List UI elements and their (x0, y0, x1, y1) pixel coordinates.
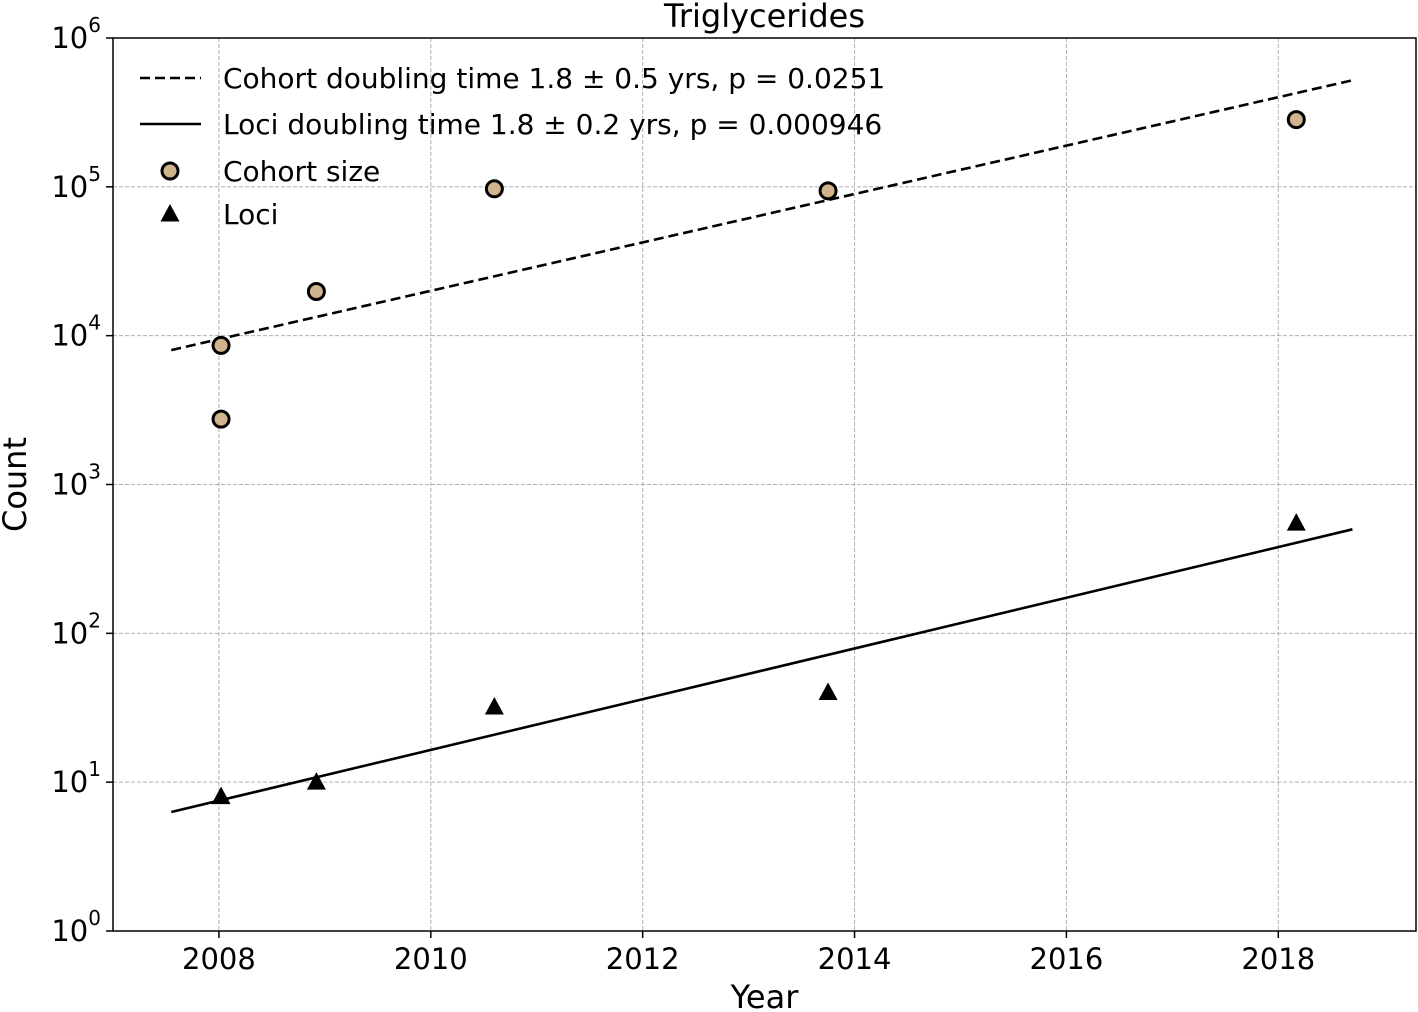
y-tick-label: 103 (51, 460, 101, 502)
legend-triangle-swatch (160, 204, 180, 222)
x-tick-label: 2016 (1030, 942, 1104, 976)
loci-point (818, 682, 838, 701)
loci-fit-line (170, 528, 1353, 814)
y-tick-base: 10 (51, 468, 88, 502)
y-tick-exponent: 0 (88, 906, 101, 930)
legend-label: Loci (223, 198, 278, 231)
legend-item: Loci (160, 198, 278, 231)
plot-series (170, 79, 1353, 814)
y-tick-exponent: 3 (88, 460, 101, 484)
y-tick-label: 106 (51, 13, 101, 55)
x-tick-label: 2018 (1241, 942, 1315, 976)
cohort-size-point (211, 409, 231, 429)
loci-point (306, 772, 326, 790)
legend: Cohort doubling time 1.8 ± 0.5 yrs, p = … (140, 62, 885, 231)
y-tick-exponent: 4 (88, 311, 101, 335)
legend-item: Cohort size (160, 155, 380, 188)
legend-item: Cohort doubling time 1.8 ± 0.5 yrs, p = … (140, 62, 885, 95)
y-tick-base: 10 (51, 616, 88, 650)
cohort-size-point (306, 282, 326, 302)
y-tick-exponent: 6 (88, 13, 101, 37)
legend-item: Loci doubling time 1.8 ± 0.2 yrs, p = 0.… (140, 108, 882, 141)
y-tick-base: 10 (51, 319, 88, 353)
legend-label: Cohort doubling time 1.8 ± 0.5 yrs, p = … (223, 62, 885, 95)
y-tick-base: 10 (51, 914, 88, 948)
y-tick-label: 100 (51, 906, 101, 948)
cohort-fit-line (170, 79, 1353, 352)
x-axis-label: Year (730, 978, 800, 1012)
y-tick-base: 10 (51, 170, 88, 204)
x-tick-label: 2010 (394, 942, 468, 976)
loci-point (211, 786, 231, 805)
y-tick-base: 10 (51, 21, 88, 55)
y-tick-exponent: 1 (88, 757, 101, 781)
y-tick-label: 105 (51, 162, 101, 204)
cohort-size-point (1286, 110, 1306, 130)
y-tick-exponent: 2 (88, 608, 101, 632)
cohort-size-point (211, 335, 231, 355)
legend-circle-swatch (160, 161, 180, 181)
y-tick-exponent: 5 (88, 162, 101, 186)
grid-lines (113, 38, 1416, 931)
chart-title: Triglycerides (663, 0, 865, 35)
x-tick-label: 2014 (818, 942, 892, 976)
x-axis-ticks: 2008 2010 2012 2014 2016 2018 (182, 931, 1315, 976)
y-tick-label: 104 (51, 311, 101, 353)
loci-point (484, 696, 504, 715)
y-tick-label: 101 (51, 757, 101, 799)
cohort-size-point (818, 181, 838, 201)
legend-label: Cohort size (223, 155, 380, 188)
y-tick-label: 102 (51, 608, 101, 650)
y-axis-label: Count (0, 437, 34, 532)
loci-point (1286, 513, 1306, 531)
legend-label: Loci doubling time 1.8 ± 0.2 yrs, p = 0.… (223, 108, 882, 141)
cohort-size-point (484, 179, 504, 199)
y-tick-base: 10 (51, 765, 88, 799)
x-tick-label: 2008 (182, 942, 256, 976)
x-tick-label: 2012 (606, 942, 680, 976)
